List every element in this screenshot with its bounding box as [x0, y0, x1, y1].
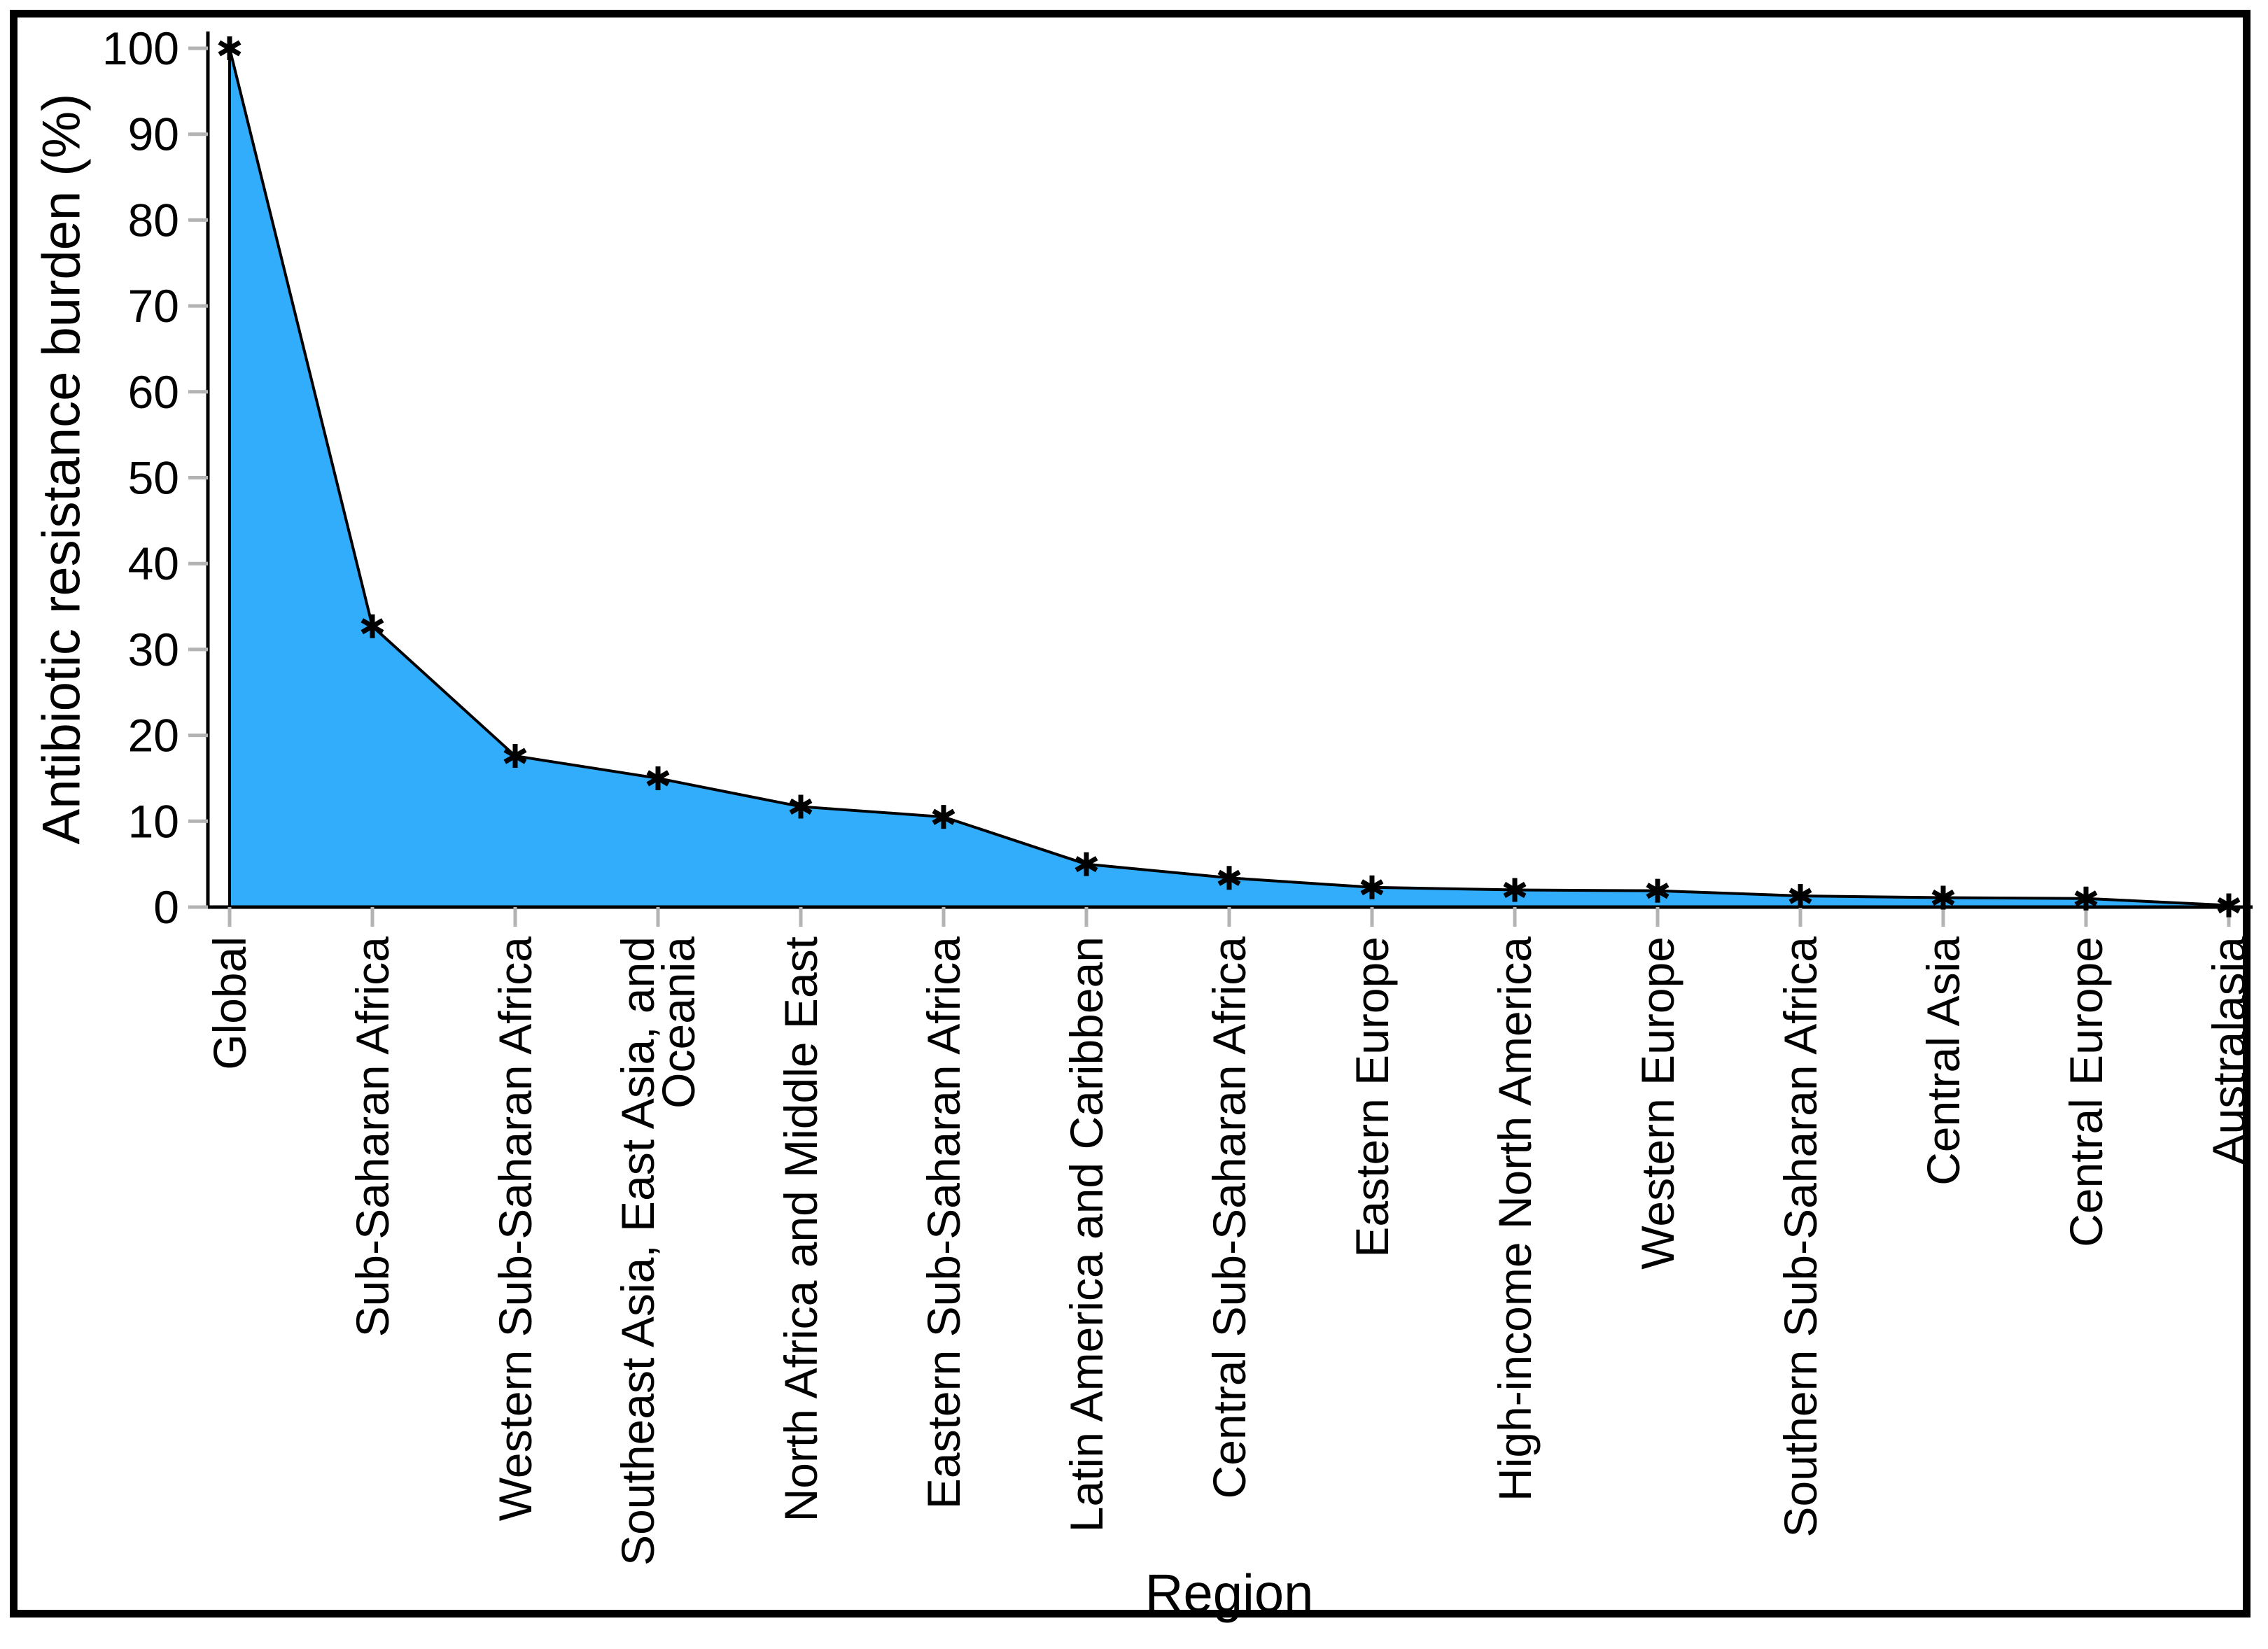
- data-point-marker: [1931, 889, 1955, 906]
- data-point-marker: [1074, 856, 1098, 873]
- data-point-marker: [932, 808, 955, 825]
- y-tick-label: 10: [128, 795, 179, 847]
- y-tick-label: 30: [128, 624, 179, 675]
- data-point-marker: [1360, 879, 1384, 896]
- data-point-marker: [1217, 869, 1241, 886]
- x-tick-label: Central Asia: [1917, 936, 1969, 1186]
- y-tick-label: 40: [128, 538, 179, 589]
- y-tick-label: 60: [128, 366, 179, 418]
- x-tick-label: Central Sub-Saharan Africa: [1203, 936, 1255, 1499]
- data-point-marker: [218, 40, 241, 57]
- x-tick-label: Eastern Sub-Saharan Africa: [918, 936, 969, 1509]
- x-tick-label: Southern Sub-Saharan Africa: [1774, 936, 1826, 1538]
- data-point-marker: [503, 748, 527, 764]
- y-tick-label: 80: [128, 194, 179, 246]
- y-tick-label: 100: [102, 22, 179, 74]
- x-tick-label: Latin America and Caribbean: [1060, 936, 1112, 1532]
- figure-border: [10, 10, 2250, 1618]
- x-tick-label: Western Europe: [1632, 936, 1684, 1270]
- y-tick-label: 50: [128, 452, 179, 504]
- y-tick-label: 0: [153, 881, 179, 933]
- data-point-marker: [1646, 883, 1670, 899]
- x-tick-label: Western Sub-Saharan Africa: [489, 936, 541, 1522]
- x-tick-label: Sub-Saharan Africa: [346, 936, 398, 1338]
- x-axis-title: Region: [1145, 1564, 1314, 1624]
- data-point-marker: [646, 770, 670, 787]
- series-line: [228, 48, 2230, 907]
- data-point-marker: [2074, 890, 2098, 907]
- y-tick-label: 20: [128, 710, 179, 762]
- data-point-marker: [789, 798, 813, 815]
- x-tick-label: Southeast Asia, East Asia, and: [612, 936, 664, 1566]
- data-point-marker: [1503, 881, 1527, 898]
- y-axis-title: Antibiotic resistance burden (%): [32, 94, 92, 845]
- x-tick-label: North Africa and Middle East: [775, 936, 827, 1522]
- x-tick-label: Australasia: [2203, 936, 2255, 1165]
- x-tick-label: High-income North America: [1489, 936, 1541, 1501]
- data-point-marker: [2217, 897, 2241, 914]
- plot-area: 0 10 20 30 40 50 60 70 80 90 100 Global Sub-Saharan …: [102, 22, 2255, 1566]
- area-fill: [230, 48, 2229, 907]
- x-tick-label: Central Europe: [2060, 936, 2112, 1247]
- y-tick-label: 70: [128, 280, 179, 332]
- x-tick-label: Global: [204, 936, 255, 1070]
- x-tick-label: Eastern Europe: [1346, 936, 1398, 1258]
- data-point-marker: [360, 618, 384, 635]
- x-tick-label: Oceania: [652, 936, 704, 1109]
- data-point-marker: [1788, 887, 1812, 904]
- y-tick-label: 90: [128, 108, 179, 160]
